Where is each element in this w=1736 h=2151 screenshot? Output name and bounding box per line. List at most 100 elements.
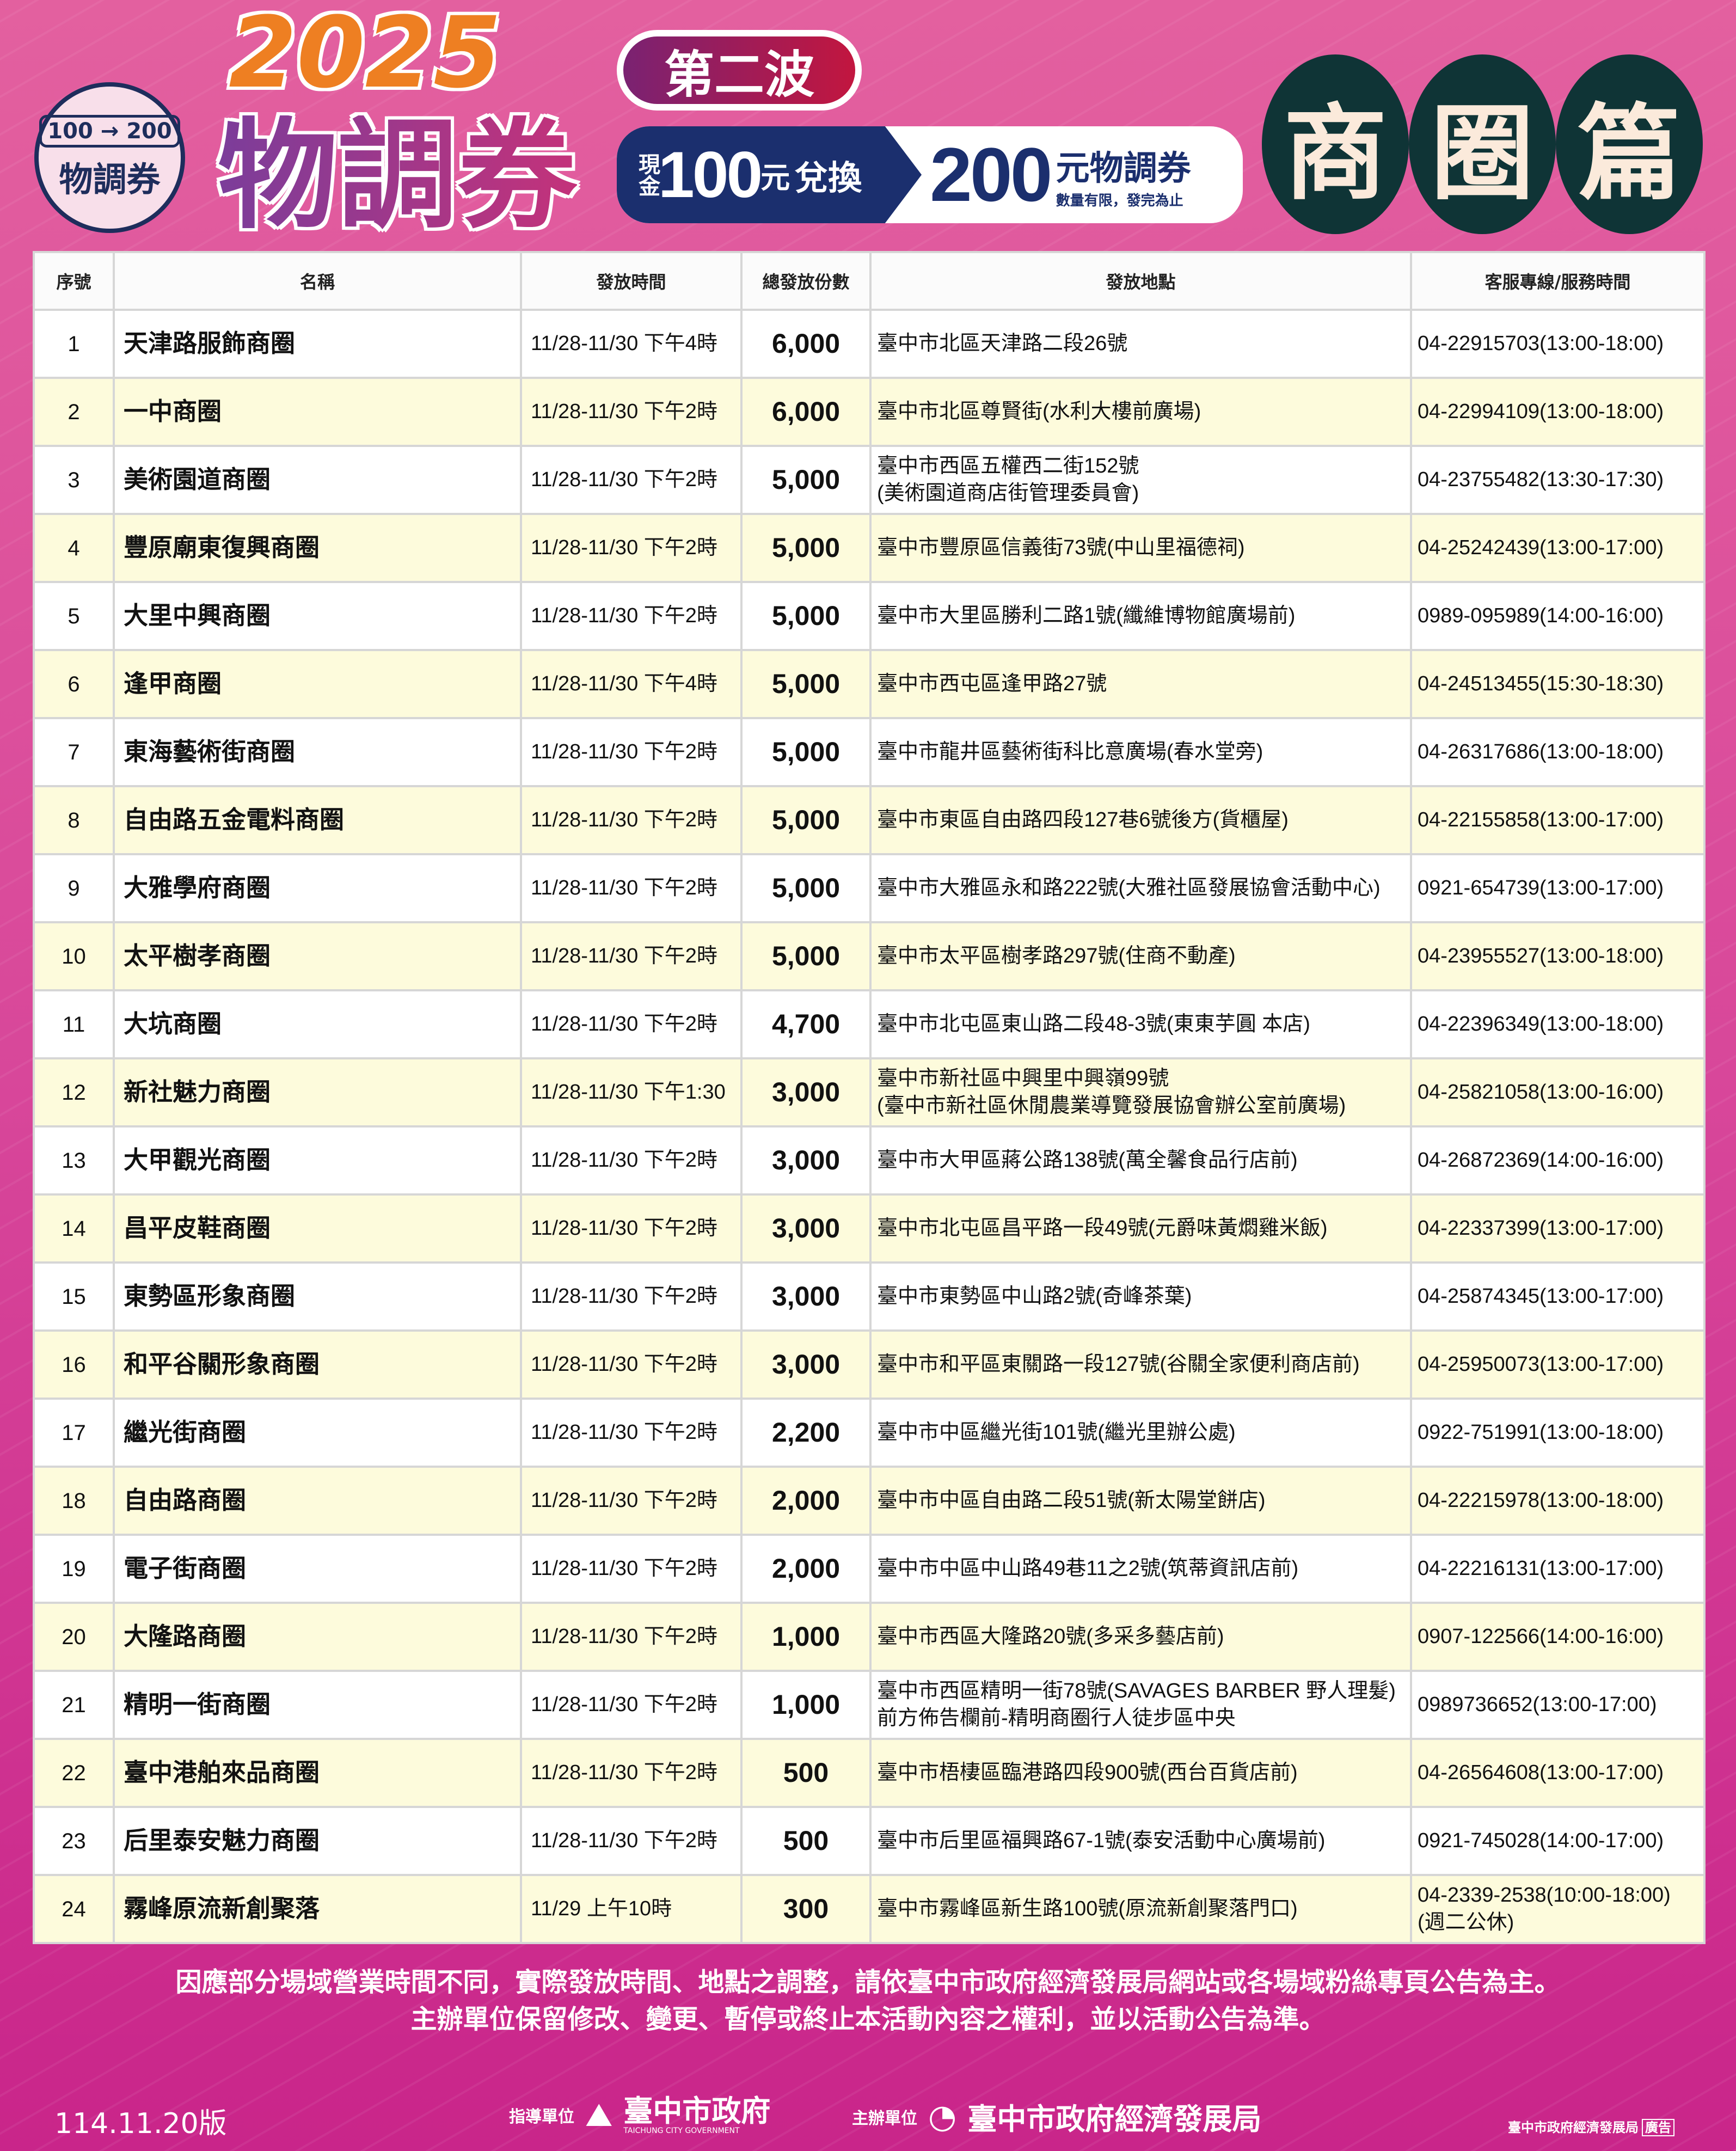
cell-index: 20 (33, 1602, 115, 1672)
table-row: 14 昌平皮鞋商圈 11/28-11/30 下午2時 3,000 臺中市北屯區昌平路一段… (33, 1193, 1706, 1264)
cell-index: 10 (33, 921, 115, 991)
yuan-label: 元 (760, 161, 790, 194)
cell-count: 2,000 (740, 1534, 872, 1604)
cash-amount: 100 (658, 138, 763, 211)
cell-time: 11/28-11/30 下午2時 (520, 989, 743, 1059)
guide-org-en: TAICHUNG CITY GOVERNMENT (623, 2127, 740, 2136)
cell-index: 4 (33, 513, 115, 583)
cell-location: 臺中市北屯區東山路二段48-3號(東東芋圓 本店) (869, 989, 1412, 1059)
cell-time: 11/28-11/30 下午2時 (520, 853, 743, 923)
cell-contact: 0922-751991(13:00-18:00) (1410, 1398, 1706, 1468)
table-row: 13 大甲觀光商圈 11/28-11/30 下午2時 3,000 臺中市大甲區蔣公路13… (33, 1125, 1706, 1196)
table-row: 22 臺中港舶來品商圈 11/28-11/30 下午2時 500 臺中市梧棲區臨港路四段… (33, 1738, 1706, 1808)
cell-index: 13 (33, 1125, 115, 1196)
economic-bureau-logo-icon: ◔ (928, 2097, 957, 2136)
guide-label: 指導單位 (509, 2107, 574, 2127)
cell-index: 21 (33, 1670, 115, 1740)
cell-name: 新社魅力商圈 (113, 1057, 522, 1127)
table-row: 7 東海藝術街商圈 11/28-11/30 下午2時 5,000 臺中市龍井區藝術街科比… (33, 717, 1706, 787)
cell-count: 3,000 (740, 1261, 872, 1332)
column-header-location: 發放地點 (869, 251, 1412, 311)
cell-location: 臺中市大里區勝利二路1號(纖維博物館廣場前) (869, 581, 1412, 651)
voucher-logo: 100 → 200 物調券 (34, 82, 185, 233)
cell-contact: 04-26872369(14:00-16:00) (1410, 1125, 1706, 1196)
cell-time: 11/28-11/30 下午1:30 (520, 1057, 743, 1127)
cell-contact: 04-22396349(13:00-18:00) (1410, 989, 1706, 1059)
main-title: 物調券 (218, 106, 578, 245)
cell-name: 和平谷關形象商圈 (113, 1329, 522, 1400)
cell-name: 臺中港舶來品商圈 (113, 1738, 522, 1808)
cell-time: 11/28-11/30 下午2時 (520, 1466, 743, 1536)
cell-name: 大坑商圈 (113, 989, 522, 1059)
taichung-gov-logo-icon: ⛰ (585, 2096, 613, 2135)
cell-count: 5,000 (740, 445, 872, 515)
cell-name: 天津路服飾商圈 (113, 309, 522, 379)
table-row: 18 自由路商圈 11/28-11/30 下午2時 2,000 臺中市中區自由路二段51… (33, 1466, 1706, 1536)
cell-time: 11/28-11/30 下午2時 (520, 1738, 743, 1808)
district-char: 商 (1262, 54, 1409, 234)
cell-contact: 04-25242439(13:00-17:00) (1410, 513, 1706, 583)
logo-to: 200 (126, 118, 172, 144)
note-line: 因應部分場域營業時間不同，實際發放時間、地點之調整，請依臺中市政府經濟發展局網站… (175, 1967, 1561, 1997)
cell-name: 太平樹孝商圈 (113, 921, 522, 991)
cell-index: 17 (33, 1398, 115, 1468)
table-row: 21 精明一街商圈 11/28-11/30 下午2時 1,000 臺中市西區精明一街78… (33, 1670, 1706, 1740)
cell-time: 11/28-11/30 下午2時 (520, 1670, 743, 1740)
cell-name: 逢甲商圈 (113, 649, 522, 719)
cell-index: 1 (33, 309, 115, 379)
cell-count: 300 (740, 1874, 872, 1944)
cell-count: 1,000 (740, 1670, 872, 1740)
cell-location: 臺中市龍井區藝術街科比意廣場(春水堂旁) (869, 717, 1412, 787)
cell-contact: 04-22915703(13:00-18:00) (1410, 309, 1706, 379)
cell-index: 8 (33, 785, 115, 855)
cell-location: 臺中市西屯區逢甲路27號 (869, 649, 1412, 719)
host-unit: 主辦單位 ◔ 臺中市政府經濟發展局 (852, 2095, 1261, 2138)
cell-name: 美術園道商圈 (113, 445, 522, 515)
cell-time: 11/28-11/30 下午2時 (520, 717, 743, 787)
ad-tag: 廣告 (1642, 2119, 1674, 2136)
cell-contact: 04-22994109(13:00-18:00) (1410, 377, 1706, 447)
cell-location: 臺中市豐原區信義街73號(中山里福德祠) (869, 513, 1412, 583)
business-district-table: 序號 名稱 發放時間 總發放份數 發放地點 客服專線/服務時間 1 天津路服飾商圈 11/28… (33, 251, 1706, 1944)
table-row: 17 繼光街商圈 11/28-11/30 下午2時 2,200 臺中市中區繼光街101號… (33, 1398, 1706, 1468)
cash-label: 現金 (635, 153, 659, 197)
cell-contact: 04-22337399(13:00-17:00) (1410, 1193, 1706, 1264)
cell-location: 臺中市西區大隆路20號(多采多藝店前) (869, 1602, 1412, 1672)
cell-count: 1,000 (740, 1602, 872, 1672)
cell-count: 3,000 (740, 1057, 872, 1127)
cell-location: 臺中市中區自由路二段51號(新太陽堂餅店) (869, 1466, 1412, 1536)
table-row: 3 美術園道商圈 11/28-11/30 下午2時 5,000 臺中市西區五權西二街15… (33, 445, 1706, 515)
cell-name: 精明一街商圈 (113, 1670, 522, 1740)
cell-index: 3 (33, 445, 115, 515)
cell-time: 11/28-11/30 下午4時 (520, 309, 743, 379)
cell-time: 11/28-11/30 下午2時 (520, 513, 743, 583)
table-row: 10 太平樹孝商圈 11/28-11/30 下午2時 5,000 臺中市太平區樹孝路29… (33, 921, 1706, 991)
cell-time: 11/29 上午10時 (520, 1874, 743, 1944)
cell-time: 11/28-11/30 下午2時 (520, 785, 743, 855)
table-row: 24 霧峰原流新創聚落 11/29 上午10時 300 臺中市霧峰區新生路100號(原流… (33, 1874, 1706, 1944)
table-row: 23 后里泰安魅力商圈 11/28-11/30 下午2時 500 臺中市后里區福興路67… (33, 1806, 1706, 1876)
cell-time: 11/28-11/30 下午2時 (520, 1329, 743, 1400)
ad-notice: 臺中市政府經濟發展局 廣告 (1508, 2117, 1674, 2136)
cell-contact: 0907-122566(14:00-16:00) (1410, 1602, 1706, 1672)
cell-location: 臺中市后里區福興路67-1號(泰安活動中心廣場前) (869, 1806, 1412, 1876)
table-row: 8 自由路五金電料商圈 11/28-11/30 下午2時 5,000 臺中市東區自由路四… (33, 785, 1706, 855)
column-header-contact: 客服專線/服務時間 (1410, 251, 1706, 311)
cell-time: 11/28-11/30 下午2時 (520, 1398, 743, 1468)
cell-index: 11 (33, 989, 115, 1059)
cell-name: 大甲觀光商圈 (113, 1125, 522, 1196)
cell-name: 繼光街商圈 (113, 1398, 522, 1468)
table-row: 1 天津路服飾商圈 11/28-11/30 下午4時 6,000 臺中市北區天津路二段2… (33, 309, 1706, 379)
cell-location: 臺中市新社區中興里中興嶺99號 (臺中市新社區休閒農業導覽發展協會辦公室前廣場) (869, 1057, 1412, 1127)
note-line: 主辦單位保留修改、變更、暫停或終止本活動內容之權利，並以活動公告為準。 (410, 2004, 1326, 2034)
cell-count: 5,000 (740, 581, 872, 651)
table-row: 6 逢甲商圈 11/28-11/30 下午4時 5,000 臺中市西屯區逢甲路27號 04… (33, 649, 1706, 719)
cell-count: 5,000 (740, 717, 872, 787)
cell-index: 23 (33, 1806, 115, 1876)
ad-org: 臺中市政府經濟發展局 (1508, 2120, 1639, 2135)
cell-location: 臺中市東區自由路四段127巷6號後方(貨櫃屋) (869, 785, 1412, 855)
cell-count: 500 (740, 1806, 872, 1876)
cell-index: 15 (33, 1261, 115, 1332)
table-row: 9 大雅學府商圈 11/28-11/30 下午2時 5,000 臺中市大雅區永和路222… (33, 853, 1706, 923)
cell-time: 11/28-11/30 下午2時 (520, 1602, 743, 1672)
